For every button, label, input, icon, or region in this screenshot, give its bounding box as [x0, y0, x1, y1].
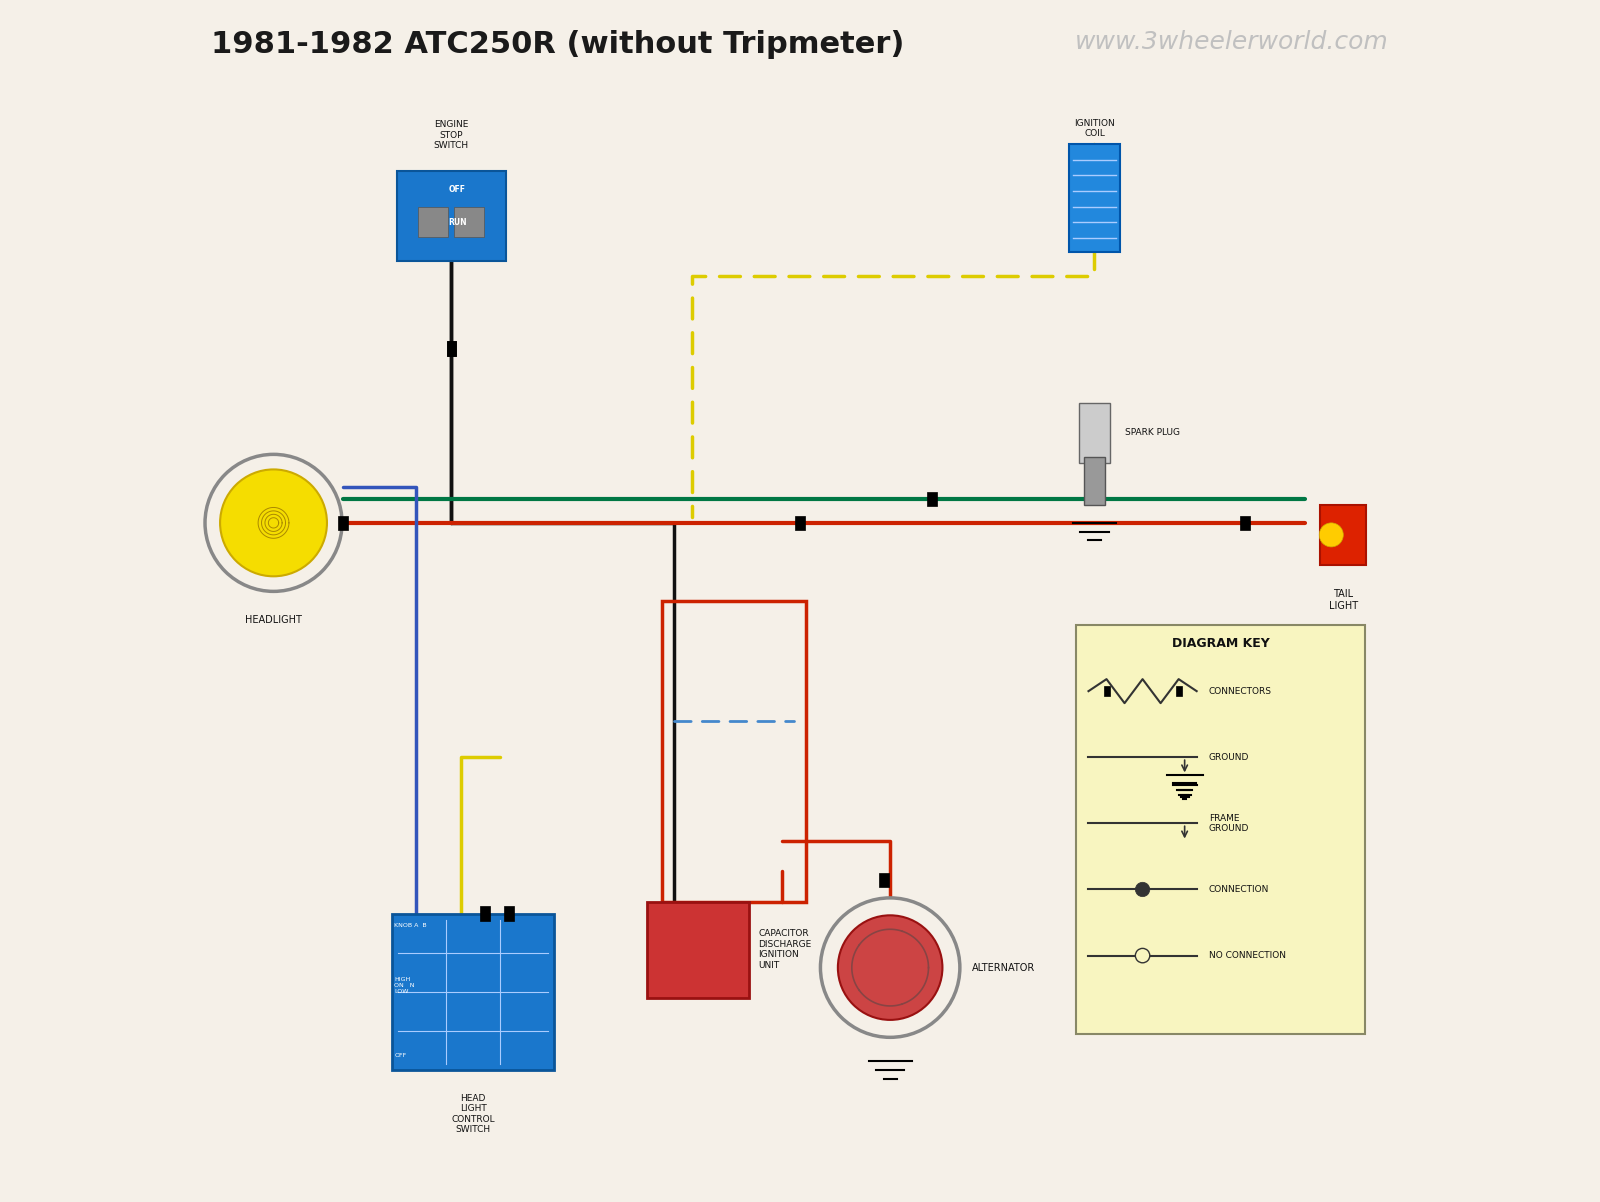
Bar: [1077, 625, 1365, 1034]
Circle shape: [1136, 948, 1150, 963]
Circle shape: [821, 898, 960, 1037]
Text: TAIL
LIGHT: TAIL LIGHT: [1328, 589, 1358, 611]
Circle shape: [1320, 523, 1344, 547]
Bar: [454, 207, 485, 238]
Bar: [662, 601, 806, 902]
Text: RUN: RUN: [448, 218, 467, 227]
Bar: [392, 914, 554, 1070]
Bar: [880, 873, 890, 887]
Bar: [646, 902, 749, 998]
Circle shape: [205, 454, 342, 591]
Text: GROUND: GROUND: [1208, 752, 1250, 762]
Text: HEAD
LIGHT
CONTROL
SWITCH: HEAD LIGHT CONTROL SWITCH: [451, 1094, 494, 1133]
Bar: [1080, 403, 1109, 463]
Bar: [1320, 505, 1366, 565]
Bar: [1166, 841, 1203, 853]
Bar: [795, 516, 805, 530]
Bar: [1083, 457, 1106, 505]
Bar: [446, 341, 456, 356]
Bar: [1104, 686, 1109, 696]
Text: DIAGRAM KEY: DIAGRAM KEY: [1171, 637, 1269, 650]
Bar: [480, 906, 490, 921]
Bar: [397, 172, 506, 262]
Text: HEADLIGHT: HEADLIGHT: [245, 615, 302, 625]
Text: NO CONNECTION: NO CONNECTION: [1208, 951, 1286, 960]
Text: CONNECTION: CONNECTION: [1208, 885, 1269, 894]
Text: SPARK PLUG: SPARK PLUG: [1125, 428, 1179, 438]
Bar: [504, 906, 514, 921]
Text: OFF: OFF: [394, 1053, 406, 1058]
Text: OFF: OFF: [450, 185, 466, 195]
Text: IGNITION
COIL: IGNITION COIL: [1074, 119, 1115, 138]
Circle shape: [838, 916, 942, 1019]
Text: ENGINE
STOP
SWITCH: ENGINE STOP SWITCH: [434, 120, 469, 150]
Bar: [446, 341, 456, 356]
Bar: [1069, 144, 1120, 252]
Text: FRAME
GROUND: FRAME GROUND: [1208, 814, 1250, 833]
Bar: [928, 492, 938, 506]
Text: CONNECTORS: CONNECTORS: [1208, 686, 1272, 696]
Text: www.3wheelerworld.com: www.3wheelerworld.com: [1075, 30, 1389, 54]
Bar: [1240, 516, 1250, 530]
Text: CAPACITOR
DISCHARGE
IGNITION
UNIT: CAPACITOR DISCHARGE IGNITION UNIT: [758, 929, 811, 970]
Bar: [339, 516, 349, 530]
Bar: [418, 207, 448, 238]
Text: 1981-1982 ATC250R (without Tripmeter): 1981-1982 ATC250R (without Tripmeter): [211, 30, 904, 59]
Circle shape: [221, 470, 326, 576]
Text: HIGH
ON   N
LOW: HIGH ON N LOW: [394, 977, 414, 994]
Text: ALTERNATOR: ALTERNATOR: [971, 963, 1035, 972]
Text: KNOB A  B: KNOB A B: [394, 923, 427, 928]
Circle shape: [1136, 882, 1150, 897]
Bar: [1176, 686, 1182, 696]
